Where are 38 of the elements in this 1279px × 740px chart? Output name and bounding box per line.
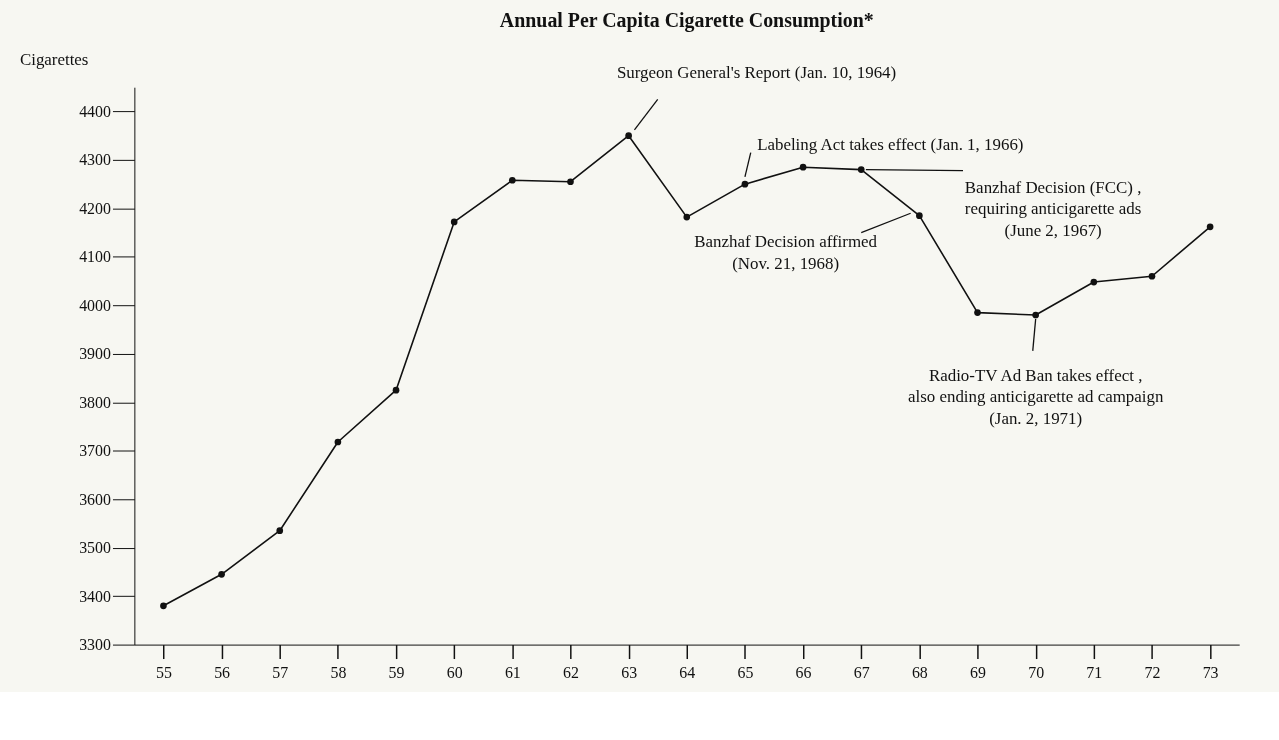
x-tick-label: 73 <box>1202 663 1219 681</box>
y-tick-label: 3800 <box>79 393 112 411</box>
y-tick-label: 3400 <box>79 587 112 605</box>
y-tick-label: 4000 <box>79 296 112 314</box>
x-tick-label: 63 <box>621 663 638 681</box>
y-tick-label: 4400 <box>79 102 112 120</box>
x-tick-label: 65 <box>737 663 754 681</box>
y-tick-label: 3600 <box>79 490 112 508</box>
x-tick-label: 55 <box>155 663 172 681</box>
annotation: Banzhaf Decision (FCC) , requiring anticigarette ads (June 2, 1967) <box>964 177 1142 241</box>
y-axis-title: Cigarettes <box>19 50 89 70</box>
x-tick-label: 60 <box>446 663 463 681</box>
annotation: Banzhaf Decision affirmed (Nov. 21, 1968) <box>694 232 878 274</box>
y-tick-label: 3300 <box>79 636 112 654</box>
x-tick-label: 58 <box>330 663 347 681</box>
y-tick-label: 3700 <box>79 442 112 460</box>
annotation: Surgeon General's Report (Jan. 10, 1964) <box>616 62 897 82</box>
x-tick-label: 67 <box>853 663 870 681</box>
x-tick-label: 56 <box>214 663 231 681</box>
y-tick-label: 4100 <box>79 248 112 266</box>
x-tick-label: 57 <box>272 663 289 681</box>
x-tick-label: 71 <box>1086 663 1103 681</box>
x-tick-label: 69 <box>970 663 987 681</box>
y-tick-label: 4300 <box>79 151 112 169</box>
x-tick-label: 68 <box>911 663 928 681</box>
x-tick-label: 66 <box>795 663 812 681</box>
x-tick-label: 62 <box>563 663 579 681</box>
x-tick-label: 61 <box>504 663 521 681</box>
x-tick-label: 59 <box>388 663 405 681</box>
chart-title: Annual Per Capita Cigarette Consumption* <box>499 9 874 33</box>
annotation: Labeling Act takes effect (Jan. 1, 1966) <box>757 135 1024 155</box>
x-tick-label: 64 <box>679 663 696 681</box>
y-tick-label: 3500 <box>79 539 112 557</box>
y-tick-label: 3900 <box>79 345 112 363</box>
annotation: Radio-TV Ad Ban takes effect , also ending anticigarette ad campaign (Jan. 2, 1971) <box>907 365 1164 429</box>
x-tick-label: 72 <box>1144 663 1161 681</box>
y-tick-label: 4200 <box>79 199 112 217</box>
x-tick-label: 70 <box>1028 663 1045 681</box>
